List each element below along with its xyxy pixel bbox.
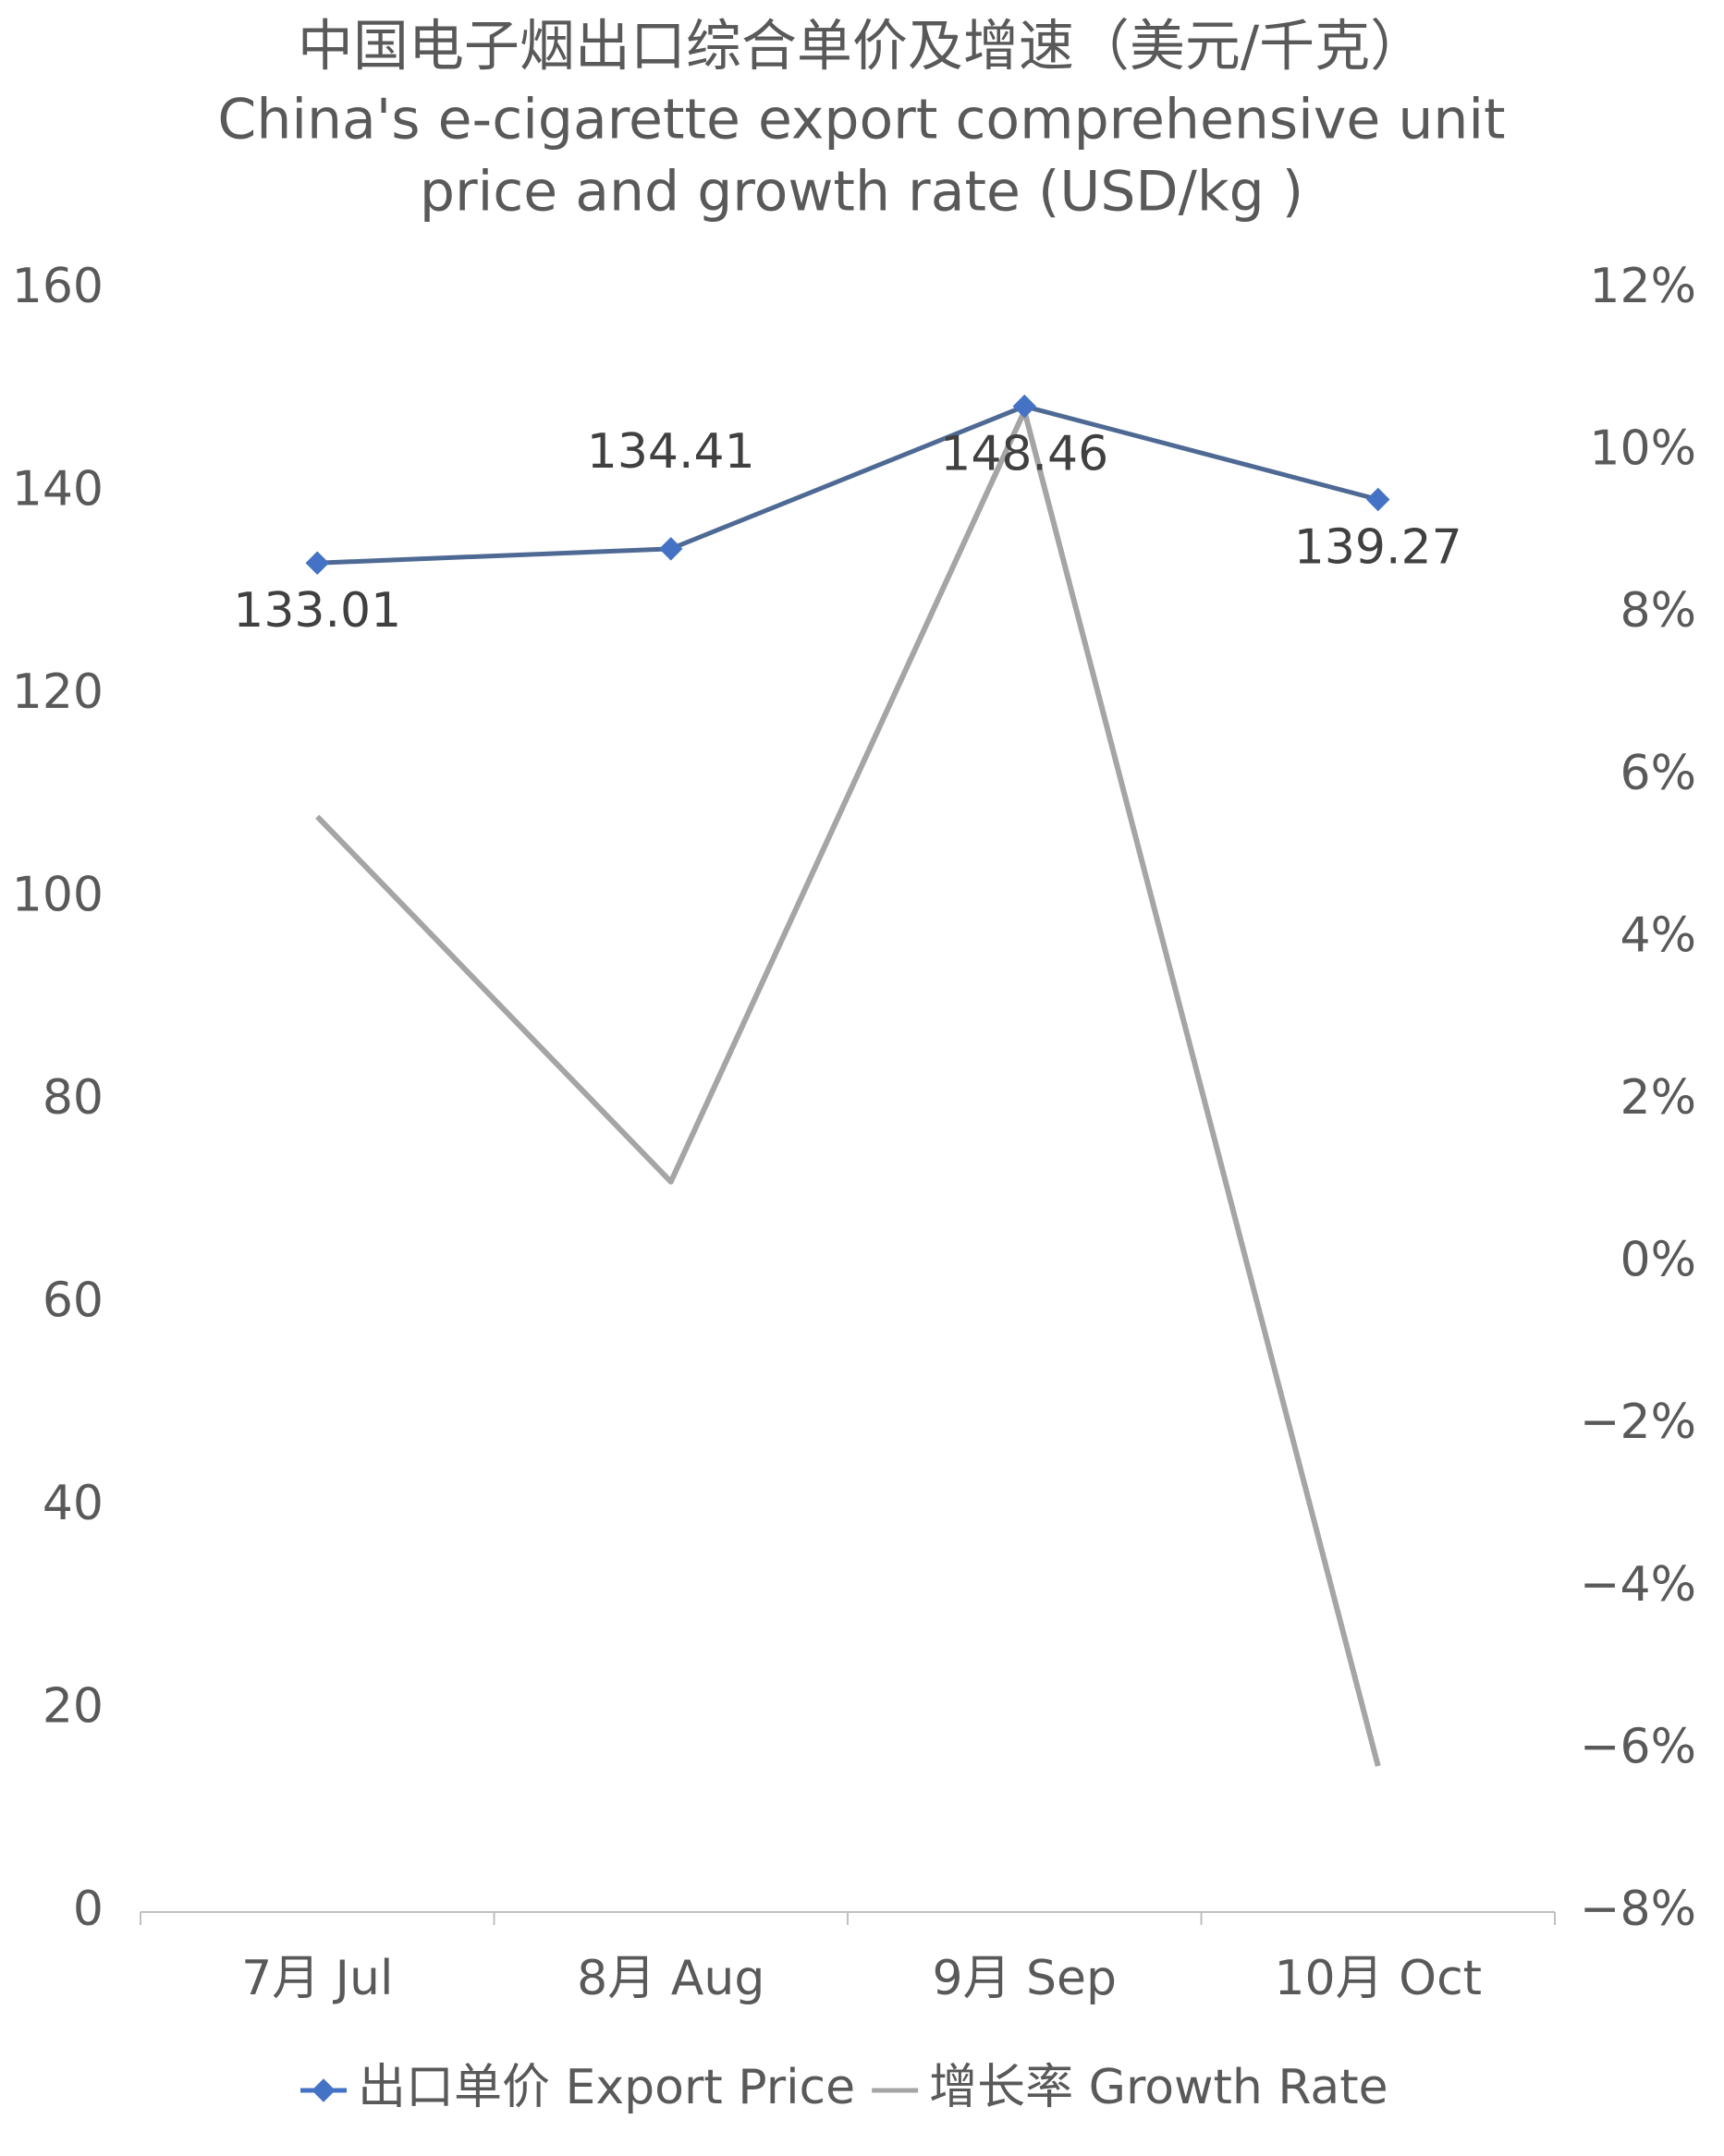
y2-tick-label: 2% — [1620, 1070, 1697, 1126]
data-label: 139.27 — [1294, 520, 1462, 576]
x-tick-label: 7月 Jul — [241, 1951, 393, 2006]
y2-tick-label: 4% — [1620, 907, 1697, 963]
y-tick-label: 100 — [12, 868, 104, 923]
legend-label: 出口单价 Export Price — [358, 2060, 855, 2115]
y2-tick-label: 6% — [1620, 746, 1697, 801]
data-label: 148.46 — [940, 427, 1108, 482]
y2-tick-label: 8% — [1620, 583, 1697, 639]
chart-title: China's e-cigarette export comprehensive… — [217, 88, 1505, 152]
y-tick-label: 0 — [73, 1882, 104, 1937]
marker — [659, 537, 683, 561]
x-tick-label: 9月 Sep — [932, 1951, 1117, 2006]
y-tick-label: 120 — [12, 664, 104, 720]
y2-tick-label: 10% — [1589, 421, 1696, 477]
y-tick-label: 60 — [43, 1273, 104, 1329]
y-tick-label: 40 — [43, 1476, 104, 1531]
x-tick-label: 10月 Oct — [1274, 1951, 1482, 2006]
y2-tick-label: −2% — [1580, 1395, 1696, 1450]
chart-title: 中国电子烟出口综合单价及增速（美元/千克） — [298, 15, 1425, 79]
marker — [305, 551, 329, 575]
y-tick-label: 140 — [12, 462, 104, 518]
y2-tick-label: −8% — [1580, 1882, 1696, 1937]
y2-tick-label: 12% — [1589, 259, 1696, 314]
y2-tick-label: 0% — [1620, 1233, 1697, 1288]
data-label: 134.41 — [587, 424, 755, 480]
y-tick-label: 20 — [43, 1679, 104, 1735]
series-line — [315, 408, 1381, 1767]
y2-tick-label: −4% — [1580, 1557, 1696, 1613]
y-tick-label: 80 — [43, 1070, 104, 1126]
data-label: 133.01 — [233, 583, 401, 639]
legend-label: 增长率 Growth Rate — [929, 2060, 1388, 2115]
series-line — [317, 404, 1379, 566]
y-tick-label: 160 — [12, 259, 104, 314]
y2-tick-label: −6% — [1580, 1719, 1696, 1774]
x-tick-label: 8月 Aug — [577, 1951, 764, 2006]
chart-title: price and growth rate (USD/kg ) — [420, 160, 1303, 225]
